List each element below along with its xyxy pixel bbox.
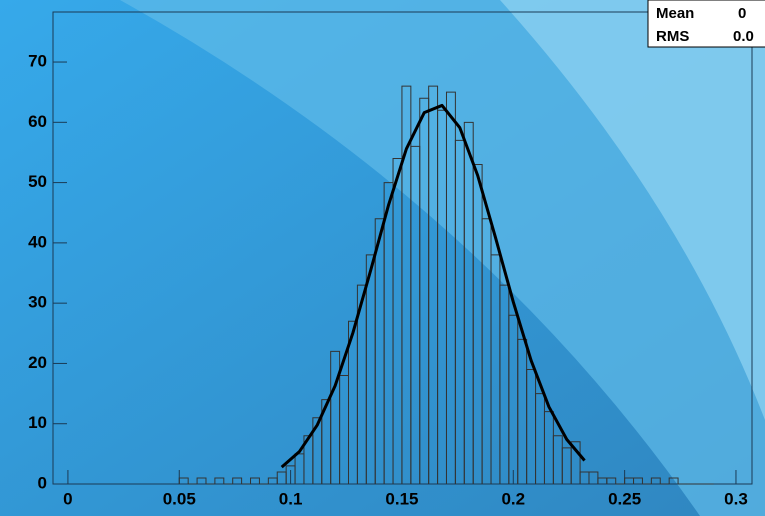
histogram-bin	[633, 477, 643, 484]
histogram-bin	[232, 477, 243, 484]
background-arc	[120, 0, 765, 516]
histogram-bin	[650, 477, 661, 484]
x-tick-label: 0.15	[385, 489, 418, 508]
y-tick-label: 60	[28, 112, 47, 131]
stats-box	[647, 0, 765, 48]
stats-value: 0	[738, 5, 746, 22]
y-tick-label: 10	[28, 413, 47, 432]
x-tick-label: 0	[63, 489, 72, 508]
y-tick-label: 20	[28, 353, 47, 372]
stats-label: Mean	[656, 5, 694, 22]
background-arc	[500, 0, 765, 420]
histogram-bin	[196, 477, 207, 484]
x-tick-label: 0.25	[608, 489, 641, 508]
histogram-bin	[606, 477, 617, 484]
x-tick-label: 0.05	[163, 489, 196, 508]
y-tick-label: 30	[28, 293, 47, 312]
stats-label: RMS	[656, 28, 689, 45]
histogram-bin	[214, 477, 225, 484]
histogram-bin	[570, 441, 581, 484]
y-tick-label: 70	[28, 52, 47, 71]
y-tick-label: 0	[38, 473, 47, 492]
x-tick-label: 0.2	[501, 489, 525, 508]
y-tick-label: 50	[28, 172, 47, 191]
histogram-bin	[250, 477, 260, 484]
histogram-bin	[178, 477, 189, 484]
frame	[52, 11, 753, 485]
fit-curve	[280, 103, 586, 469]
x-tick-label: 0.3	[724, 489, 748, 508]
y-tick-label: 40	[28, 232, 47, 251]
x-tick-label: 0.1	[279, 489, 303, 508]
histogram-bin	[668, 477, 679, 484]
stats-value: 0.0	[733, 28, 754, 45]
